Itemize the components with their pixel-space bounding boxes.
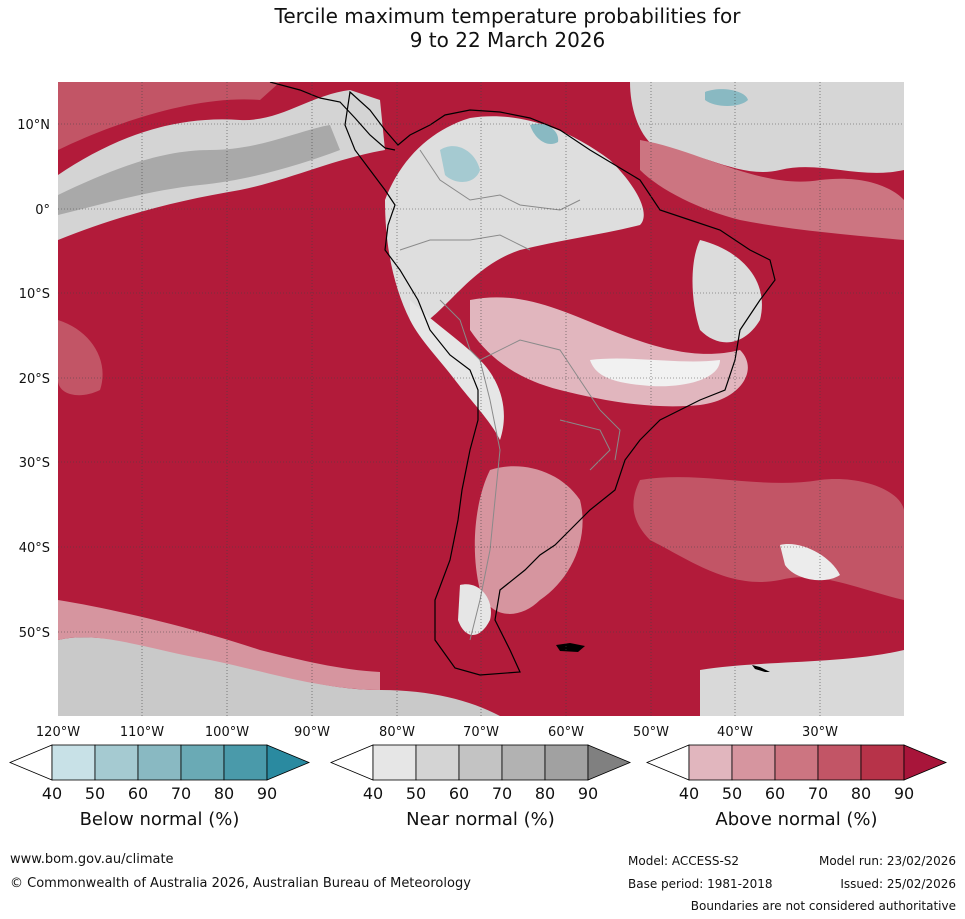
colorbar-low-extension <box>329 744 374 781</box>
lat-label: 40°S <box>19 541 50 556</box>
colorbar-segment <box>544 744 589 781</box>
colorbar-tick-label: 90 <box>894 784 914 803</box>
model-text: Model: ACCESS-S2 <box>628 854 740 868</box>
colorbar-high-extension <box>903 744 948 781</box>
lat-label: 20°S <box>19 372 50 387</box>
colorbar-tick-label: 50 <box>85 784 105 803</box>
near-normal-southern-band <box>58 637 500 716</box>
colorbar-tick-label: 70 <box>808 784 828 803</box>
title-line-2: 9 to 22 March 2026 <box>409 28 606 52</box>
colorbar-segment <box>774 744 819 781</box>
below-normal-venezuela <box>530 123 559 145</box>
colorbar-segment <box>137 744 182 781</box>
colorbar-segment <box>458 744 503 781</box>
lat-label: 50°S <box>19 626 50 641</box>
above-normal-colorbar: 40 50 60 70 80 90 Above normal (%) <box>645 744 948 830</box>
lon-label: 40°W <box>717 725 753 740</box>
colorbar-tick-label: 80 <box>535 784 555 803</box>
issued-text: Issued: 25/02/2026 <box>840 877 956 891</box>
colorbar-tick-label: 70 <box>171 784 191 803</box>
lon-label: 80°W <box>379 725 415 740</box>
colorbar-tick-label: 50 <box>722 784 742 803</box>
pink-southern-band <box>58 600 380 690</box>
colorbar-tick-label: 70 <box>492 784 512 803</box>
colorbar-segment <box>688 744 733 781</box>
lon-label: 30°W <box>802 725 838 740</box>
colorbar-low-extension <box>645 744 690 781</box>
lon-label: 100°W <box>205 725 249 740</box>
copyright-text: © Commonwealth of Australia 2026, Austra… <box>10 876 471 891</box>
colorbar-tick-label: 40 <box>363 784 383 803</box>
lon-label: 60°W <box>548 725 584 740</box>
colorbar-segment <box>731 744 776 781</box>
near-normal-atlantic-north <box>630 82 904 173</box>
colorbar-tick-label: 40 <box>42 784 62 803</box>
colorbar-segment <box>180 744 225 781</box>
lon-label: 110°W <box>120 725 164 740</box>
lat-label: 30°S <box>19 456 50 471</box>
colorbar-tick-label: 60 <box>449 784 469 803</box>
disclaimer-text: Boundaries are not considered authoritat… <box>690 899 956 913</box>
colorbar-segment <box>817 744 862 781</box>
colorbar-tick-label: 80 <box>214 784 234 803</box>
near-normal-colorbar: 40 50 60 70 80 90 Near normal (%) <box>329 744 632 830</box>
website-link[interactable]: www.bom.gov.au/climate <box>10 852 174 867</box>
graticule <box>58 82 904 716</box>
colorbar-low-extension <box>8 744 53 781</box>
lon-label: 70°W <box>463 725 499 740</box>
colorbar-segment <box>94 744 139 781</box>
falkland-islands <box>556 643 585 652</box>
longitude-labels: 120°W 110°W 100°W 90°W 80°W 70°W 60°W 50… <box>36 725 838 740</box>
lat-label: 10°N <box>17 118 50 133</box>
below-normal-colorbar: 40 50 60 70 80 90 Below normal (%) <box>8 744 311 830</box>
colorbar-title: Near normal (%) <box>406 809 555 830</box>
near-normal-pacific-core <box>58 125 340 215</box>
lat-label: 0° <box>35 203 50 218</box>
lon-label: 90°W <box>294 725 330 740</box>
below-normal-atlantic-patch <box>705 89 748 106</box>
pink-pacific-west-streak <box>58 320 103 396</box>
colorbar-segment <box>223 744 268 781</box>
colorbar-segment <box>501 744 546 781</box>
near-normal-central-brazil <box>590 358 720 387</box>
pink-atlantic-north <box>640 140 904 240</box>
colorbar-tick-label: 80 <box>851 784 871 803</box>
colorbar-high-extension <box>587 744 632 781</box>
pink-argentina <box>474 466 583 614</box>
colorbar-tick-label: 60 <box>765 784 785 803</box>
map-title: Tercile maximum temperature probabilitie… <box>0 4 965 52</box>
base-period-text: Base period: 1981-2018 <box>628 877 773 891</box>
colorbar-high-extension <box>266 744 311 781</box>
near-normal-south-atlantic <box>780 544 840 581</box>
pink-pacific-edge <box>58 82 280 150</box>
colorbar-tick-label: 40 <box>679 784 699 803</box>
probability-field <box>58 82 904 716</box>
colorbar-tick-label: 50 <box>406 784 426 803</box>
south-america-coastline <box>344 90 776 676</box>
near-normal-patagonia <box>458 584 491 635</box>
colorbar-segment <box>415 744 460 781</box>
colorbar-tick-label: 90 <box>257 784 277 803</box>
colorbar-segment <box>51 744 96 781</box>
colorbar-tick-label: 90 <box>578 784 598 803</box>
colorbar-legends: 40 50 60 70 80 90 Below normal (%) 40 50 60 70 80 90… <box>8 744 948 830</box>
lat-label: 10°S <box>19 287 50 302</box>
colorbar-segment <box>372 744 417 781</box>
lon-label: 120°W <box>36 725 80 740</box>
title-line-1: Tercile maximum temperature probabilitie… <box>274 4 741 28</box>
colorbar-title: Below normal (%) <box>80 809 240 830</box>
colorbar-title: Above normal (%) <box>715 809 877 830</box>
colorbar-tick-label: 60 <box>128 784 148 803</box>
south-georgia <box>752 665 770 672</box>
near-normal-east-brazil <box>692 240 762 343</box>
colorbar-segment <box>860 744 905 781</box>
central-america-coastline <box>269 82 396 151</box>
country-borders <box>399 149 621 641</box>
latitude-labels: 10°N 0° 10°S 20°S 30°S 40°S 50°S <box>17 118 50 641</box>
model-run-text: Model run: 23/02/2026 <box>818 854 956 868</box>
lon-label: 50°W <box>633 725 669 740</box>
below-normal-colombia <box>440 146 480 182</box>
near-normal-southeast <box>700 650 904 716</box>
